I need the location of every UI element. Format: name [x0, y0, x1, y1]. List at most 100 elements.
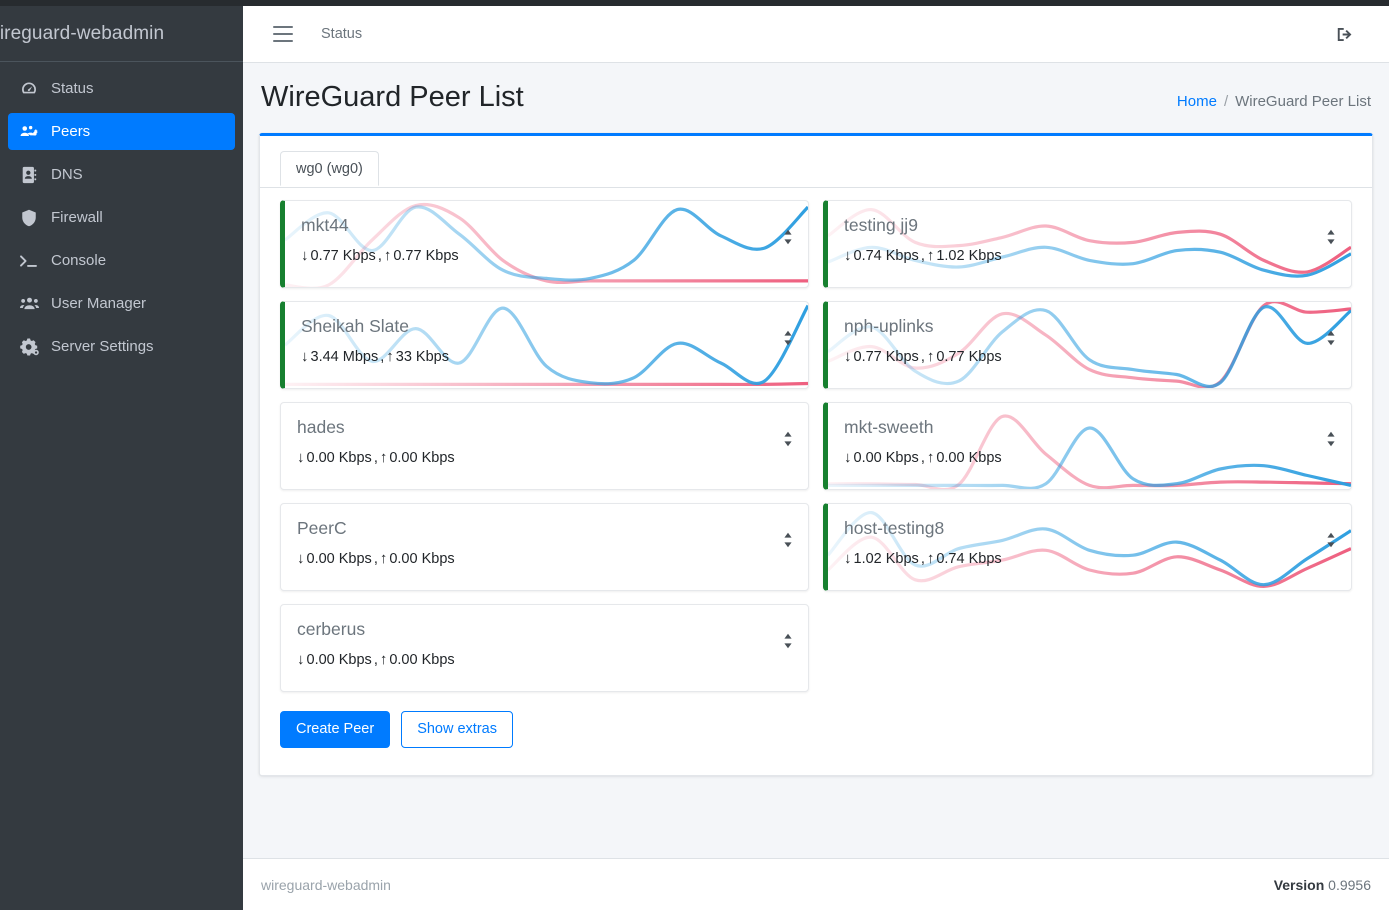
peer-rate: ↓ 0.00 Kbps, ↑ 0.00 Kbps	[844, 449, 1335, 466]
peer-rate: ↓ 0.77 Kbps, ↑ 0.77 Kbps	[301, 247, 792, 264]
rate-separator: ,	[373, 651, 378, 668]
footer-app-name: wireguard-webadmin	[261, 876, 391, 893]
peer-traffic-sparkline	[828, 302, 1351, 388]
peers-icon	[18, 123, 40, 141]
peer-sort-handle-icon[interactable]	[782, 431, 794, 447]
download-arrow-icon: ↓	[844, 247, 852, 264]
upload-arrow-icon: ↑	[386, 348, 394, 365]
download-arrow-icon: ↓	[844, 449, 852, 466]
sidebar-brand[interactable]: wireguard-webadmin	[0, 6, 243, 62]
peer-download-rate: 0.74 Kbps	[853, 247, 919, 264]
rate-separator: ,	[380, 348, 385, 365]
download-arrow-icon: ↓	[297, 449, 305, 466]
peer-card[interactable]: cerberus ↓ 0.00 Kbps, ↑ 0.00 Kbps	[280, 604, 809, 692]
peer-card[interactable]: hades ↓ 0.00 Kbps, ↑ 0.00 Kbps	[280, 402, 809, 490]
navbar-status-link[interactable]: Status	[321, 26, 363, 42]
peer-upload-rate: 0.77 Kbps	[936, 348, 1002, 365]
peer-upload-rate: 0.74 Kbps	[936, 550, 1002, 567]
peer-card[interactable]: host-testing8 ↓ 1.02 Kbps, ↑ 0.74 Kbps	[823, 503, 1352, 591]
terminal-icon	[18, 252, 40, 270]
download-arrow-icon: ↓	[297, 651, 305, 668]
peer-sort-handle-icon[interactable]	[782, 532, 794, 548]
peer-card[interactable]: testing jj9 ↓ 0.74 Kbps, ↑ 1.02 Kbps	[823, 200, 1352, 288]
upload-arrow-icon: ↑	[926, 449, 935, 466]
top-navbar: Status	[243, 6, 1389, 63]
download-arrow-icon: ↓	[297, 550, 305, 567]
peer-card[interactable]: PeerC ↓ 0.00 Kbps, ↑ 0.00 Kbps	[280, 503, 809, 591]
logout-icon[interactable]	[1336, 25, 1355, 44]
breadcrumb-separator: /	[1223, 93, 1229, 110]
peer-download-rate: 0.00 Kbps	[853, 449, 919, 466]
show-extras-button[interactable]: Show extras	[401, 711, 513, 748]
gears-icon	[18, 338, 40, 356]
sidebar-item-user-manager[interactable]: User Manager	[8, 285, 235, 322]
window-top-strip	[0, 0, 1389, 6]
peer-sort-handle-icon[interactable]	[1325, 532, 1337, 548]
upload-arrow-icon: ↑	[926, 348, 935, 365]
create-peer-button[interactable]: Create Peer	[280, 711, 391, 748]
peer-info: testing jj9 ↓ 0.74 Kbps, ↑ 1.02 Kbps	[828, 201, 1351, 264]
breadcrumb-home-link[interactable]: Home	[1176, 93, 1217, 110]
rate-separator: ,	[377, 247, 382, 264]
peer-download-rate: 0.77 Kbps	[853, 348, 919, 365]
peer-upload-rate: 0.00 Kbps	[389, 651, 455, 668]
peer-rate: ↓ 1.02 Kbps, ↑ 0.74 Kbps	[844, 550, 1335, 567]
peer-traffic-sparkline	[281, 605, 808, 691]
sidebar-item-label: Console	[51, 252, 107, 269]
users-icon	[18, 295, 40, 313]
rate-separator: ,	[373, 550, 378, 567]
dashboard-icon	[18, 80, 40, 98]
main-content: Status WireGuard Peer List Home / WireGuar…	[243, 6, 1389, 910]
peer-name: Sheikah Slate	[301, 316, 409, 336]
peer-sort-handle-icon[interactable]	[1325, 431, 1337, 447]
peer-download-rate: 1.02 Kbps	[853, 550, 919, 567]
sidebar-item-label: Server Settings	[51, 338, 154, 355]
sidebar-item-peers[interactable]: Peers	[8, 113, 235, 150]
peer-download-rate: 0.00 Kbps	[306, 651, 372, 668]
peer-card[interactable]: mkt-sweeth ↓ 0.00 Kbps, ↑ 0.00 Kbps	[823, 402, 1352, 490]
upload-arrow-icon: ↑	[379, 550, 388, 567]
peer-info: PeerC ↓ 0.00 Kbps, ↑ 0.00 Kbps	[281, 504, 808, 567]
shield-icon	[18, 209, 40, 227]
peer-traffic-sparkline	[828, 403, 1351, 489]
upload-arrow-icon: ↑	[379, 651, 388, 668]
brand-title: wireguard-webadmin	[0, 22, 165, 44]
peer-traffic-sparkline	[281, 403, 808, 489]
peer-traffic-sparkline	[828, 201, 1351, 287]
upload-arrow-icon: ↑	[926, 550, 935, 567]
sidebar-item-firewall[interactable]: Firewall	[8, 199, 235, 236]
peer-rate: ↓ 0.00 Kbps, ↑ 0.00 Kbps	[297, 651, 792, 668]
sidebar-item-status[interactable]: Status	[8, 70, 235, 107]
sidebar-item-console[interactable]: Console	[8, 242, 235, 279]
peer-card[interactable]: Sheikah Slate ↓ 3.44 Mbps, ↑ 33 Kbps	[280, 301, 809, 389]
sidebar-item-dns[interactable]: DNS	[8, 156, 235, 193]
rate-separator: ,	[920, 449, 925, 466]
peer-name: host-testing8	[844, 518, 945, 538]
peer-sort-handle-icon[interactable]	[782, 330, 794, 346]
peer-upload-rate: 0.77 Kbps	[393, 247, 459, 264]
sidebar: wireguard-webadmin Status Peers DNS Firewal…	[0, 6, 243, 910]
peer-info: Sheikah Slate ↓ 3.44 Mbps, ↑ 33 Kbps	[285, 302, 808, 365]
action-button-row: Create Peer Show extras	[260, 705, 1372, 748]
tab-wg0[interactable]: wg0 (wg0)	[280, 151, 379, 186]
sidebar-item-label: User Manager	[51, 295, 147, 312]
peer-upload-rate: 0.00 Kbps	[936, 449, 1002, 466]
peer-info: nph-uplinks ↓ 0.77 Kbps, ↑ 0.77 Kbps	[828, 302, 1351, 365]
peer-sort-handle-icon[interactable]	[1325, 229, 1337, 245]
peer-card[interactable]: nph-uplinks ↓ 0.77 Kbps, ↑ 0.77 Kbps	[823, 301, 1352, 389]
peer-sort-handle-icon[interactable]	[1325, 330, 1337, 346]
footer-version: Version 0.9956	[1274, 877, 1371, 893]
hamburger-icon[interactable]	[273, 26, 293, 42]
peer-upload-rate: 1.02 Kbps	[936, 247, 1002, 264]
sidebar-item-server-settings[interactable]: Server Settings	[8, 328, 235, 365]
peer-sort-handle-icon[interactable]	[782, 229, 794, 245]
peer-card[interactable]: mkt44 ↓ 0.77 Kbps, ↑ 0.77 Kbps	[280, 200, 809, 288]
rate-separator: ,	[920, 247, 925, 264]
peer-sort-handle-icon[interactable]	[782, 633, 794, 649]
peer-download-rate: 0.77 Kbps	[310, 247, 376, 264]
interface-tabs: wg0 (wg0)	[260, 136, 1372, 188]
sidebar-item-label: DNS	[51, 166, 83, 183]
upload-arrow-icon: ↑	[926, 247, 935, 264]
download-arrow-icon: ↓	[844, 348, 852, 365]
breadcrumb-current: WireGuard Peer List	[1235, 93, 1371, 110]
